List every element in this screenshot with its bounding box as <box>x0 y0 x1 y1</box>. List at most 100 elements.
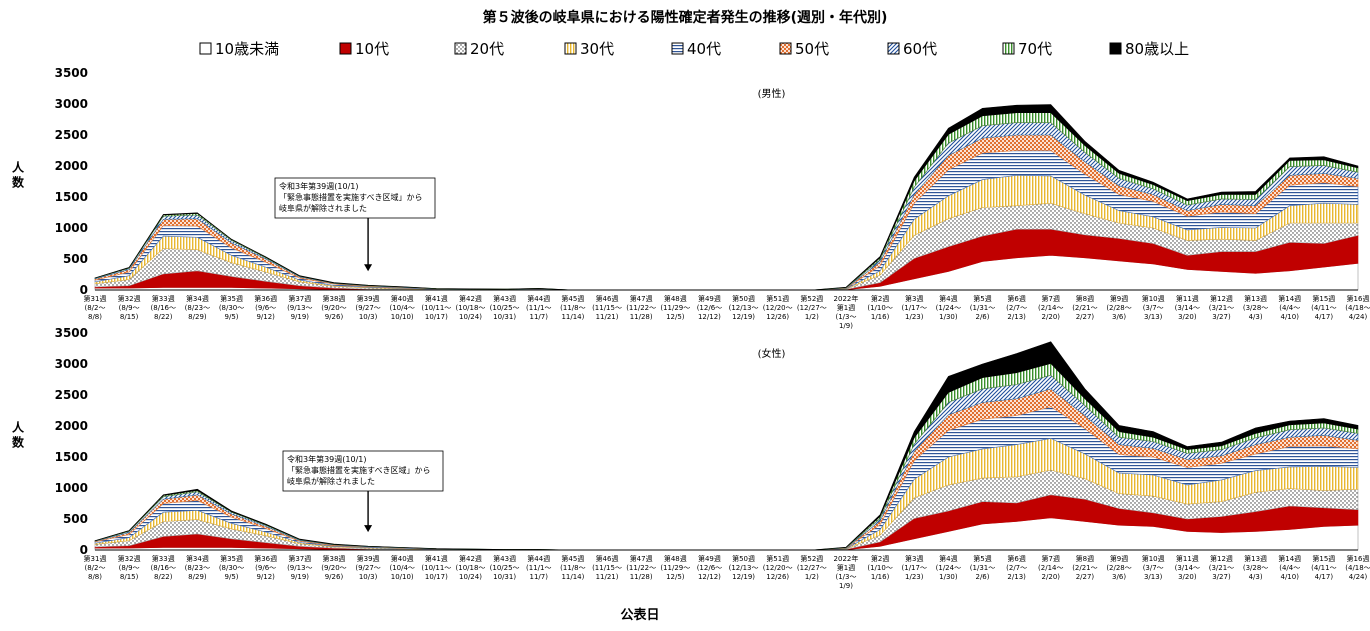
x-tick-label-2: 第33週(8/16～ 8/22) <box>151 554 176 581</box>
x-tick-label-3: 第34週(8/23～ 8/29) <box>185 294 210 321</box>
legend-swatch-7 <box>1002 42 1015 55</box>
x-tick-label-12: 第43週(10/25～ 10/31) <box>490 554 520 581</box>
x-tick-label-12: 第43週(10/25～ 10/31) <box>490 294 520 321</box>
x-tick-label-7: 第38週(9/20～ 9/26) <box>321 294 346 321</box>
legend-label-6: 60代 <box>903 40 937 58</box>
legend-swatch-0 <box>199 42 212 55</box>
x-tick-label-5: 第36週(9/6～ 9/12) <box>254 554 277 581</box>
y-tick-label: 3500 <box>55 66 88 80</box>
legend-label-5: 50代 <box>795 40 829 58</box>
y-axis-label: 人数 <box>12 160 25 190</box>
x-tick-label-16: 第47週(11/22～ 11/28) <box>626 294 656 321</box>
y-tick-label: 1000 <box>55 481 88 495</box>
legend-label-3: 30代 <box>580 40 614 58</box>
legend-label-7: 70代 <box>1018 40 1052 58</box>
x-tick-label-34: 第13週(3/28～ 4/3) <box>1243 554 1268 581</box>
y-tick-label: 2000 <box>55 419 88 433</box>
legend: 10歳未満 10代 20代 30代 40代 50代 60代 70代 80歳以上 <box>199 40 1189 58</box>
x-tick-label-9: 第40週(10/4～ 10/10) <box>389 554 414 581</box>
x-tick-label-2: 第33週(8/16～ 8/22) <box>151 294 176 321</box>
x-tick-label-28: 第7週(2/14～ 2/20) <box>1038 554 1063 581</box>
y-tick-label: 500 <box>63 512 88 526</box>
y-tick-label: 500 <box>63 252 88 266</box>
x-tick-label-11: 第42週(10/18～ 10/24) <box>456 554 486 581</box>
x-tick-label-6: 第37週(9/13～ 9/19) <box>287 294 312 321</box>
x-tick-label-18: 第49週(12/6～ 12/12) <box>697 294 722 321</box>
legend-label-0: 10歳未満 <box>215 40 279 58</box>
y-tick-label: 3500 <box>55 326 88 340</box>
y-tick-label: 2500 <box>55 128 88 142</box>
x-tick-label-0: 第31週(8/2～ 8/8) <box>84 294 107 321</box>
series-area-8 <box>94 341 1359 551</box>
x-tick-label-26: 第5週(1/31～ 2/6) <box>970 294 995 321</box>
x-tick-label-28: 第7週(2/14～ 2/20) <box>1038 294 1063 321</box>
y-tick-label: 3000 <box>55 357 88 371</box>
x-tick-label-36: 第15週(4/11～ 4/17) <box>1311 294 1336 321</box>
x-tick-label-14: 第45週(11/8～ 11/14) <box>560 294 585 321</box>
x-tick-label-17: 第48週(11/29～ 12/5) <box>660 294 690 321</box>
y-tick-label: 0 <box>80 283 88 297</box>
y-tick-label: 0 <box>80 543 88 557</box>
legend-label-4: 40代 <box>687 40 721 58</box>
legend-swatch-2 <box>454 42 467 55</box>
x-tick-label-8: 第39週(9/27～ 10/3) <box>355 554 380 581</box>
x-tick-label-20: 第51週(12/20～ 12/26) <box>763 554 793 581</box>
x-tick-label-25: 第4週(1/24～ 1/30) <box>936 554 961 581</box>
x-tick-label-1: 第32週(8/9～ 8/15) <box>118 554 141 581</box>
annotation-text-line-0: 令和3年第39週(10/1) <box>287 454 366 464</box>
x-tick-label-16: 第47週(11/22～ 11/28) <box>626 554 656 581</box>
x-tick-label-18: 第49週(12/6～ 12/12) <box>697 554 722 581</box>
x-tick-label-10: 第41週(10/11～ 10/17) <box>421 554 451 581</box>
x-tick-label-27: 第6週(2/7～ 2/13) <box>1006 294 1027 321</box>
y-tick-label: 1500 <box>55 190 88 204</box>
annotation-box <box>274 177 436 219</box>
legend-swatch-1 <box>339 42 352 55</box>
x-tick-label-31: 第10週(3/7～ 3/13) <box>1142 294 1165 321</box>
legend-swatch-6 <box>887 42 900 55</box>
x-tick-label-21: 第52週(12/27～ 1/2) <box>797 294 827 321</box>
x-axis-label: 公表日 <box>620 607 659 623</box>
legend-label-2: 20代 <box>470 40 504 58</box>
legend-swatch-5 <box>779 42 792 55</box>
x-tick-label-3: 第34週(8/23～ 8/29) <box>185 554 210 581</box>
series-area-8 <box>94 104 1359 291</box>
x-tick-label-32: 第11週(3/14～ 3/20) <box>1175 294 1200 321</box>
x-tick-label-19: 第50週(12/13～ 12/19) <box>729 294 759 321</box>
x-tick-label-30: 第9週(2/28～ 3/6) <box>1106 554 1131 581</box>
x-tick-label-36: 第15週(4/11～ 4/17) <box>1311 554 1336 581</box>
x-tick-label-35: 第14週(4/4～ 4/10) <box>1278 294 1301 321</box>
legend-swatch-8 <box>1109 42 1122 55</box>
x-tick-label-33: 第12週(3/21～ 3/27) <box>1209 294 1234 321</box>
x-tick-label-7: 第38週(9/20～ 9/26) <box>321 554 346 581</box>
x-tick-label-29: 第8週(2/21～ 2/27) <box>1072 294 1097 321</box>
x-tick-label-6: 第37週(9/13～ 9/19) <box>287 554 312 581</box>
annotation-text-line-2: 岐阜県が解除されました <box>287 476 375 486</box>
x-tick-label-17: 第48週(11/29～ 12/5) <box>660 554 690 581</box>
x-tick-label-31: 第10週(3/7～ 3/13) <box>1142 554 1165 581</box>
x-tick-label-37: 第16週(4/18～ 4/24) <box>1345 554 1370 581</box>
x-tick-label-32: 第11週(3/14～ 3/20) <box>1175 554 1200 581</box>
x-tick-label-22: 2022年第1週(1/3～ 1/9) <box>834 554 859 590</box>
x-tick-label-23: 第2週(1/10～ 1/16) <box>867 294 892 321</box>
x-tick-label-34: 第13週(3/28～ 4/3) <box>1243 294 1268 321</box>
panel-subtitle: (女性) <box>758 347 786 360</box>
x-tick-label-5: 第36週(9/6～ 9/12) <box>254 294 277 321</box>
annotation-box <box>282 450 444 492</box>
x-tick-label-22: 2022年第1週(1/3～ 1/9) <box>834 294 859 330</box>
y-tick-label: 2500 <box>55 388 88 402</box>
annotation-arrow-head <box>364 264 373 272</box>
x-tick-label-24: 第3週(1/17～ 1/23) <box>902 554 927 581</box>
panel-subtitle: (男性) <box>758 87 786 100</box>
y-tick-label: 1500 <box>55 450 88 464</box>
x-tick-label-20: 第51週(12/20～ 12/26) <box>763 294 793 321</box>
x-tick-label-4: 第35週(8/30～ 9/5) <box>219 554 244 581</box>
x-tick-label-30: 第9週(2/28～ 3/6) <box>1106 294 1131 321</box>
x-tick-label-14: 第45週(11/8～ 11/14) <box>560 554 585 581</box>
x-tick-label-15: 第46週(11/15～ 11/21) <box>592 294 622 321</box>
x-tick-label-19: 第50週(12/13～ 12/19) <box>729 554 759 581</box>
annotation-text-line-1: 「緊急事態措置を実施すべき区域」から <box>279 192 422 202</box>
